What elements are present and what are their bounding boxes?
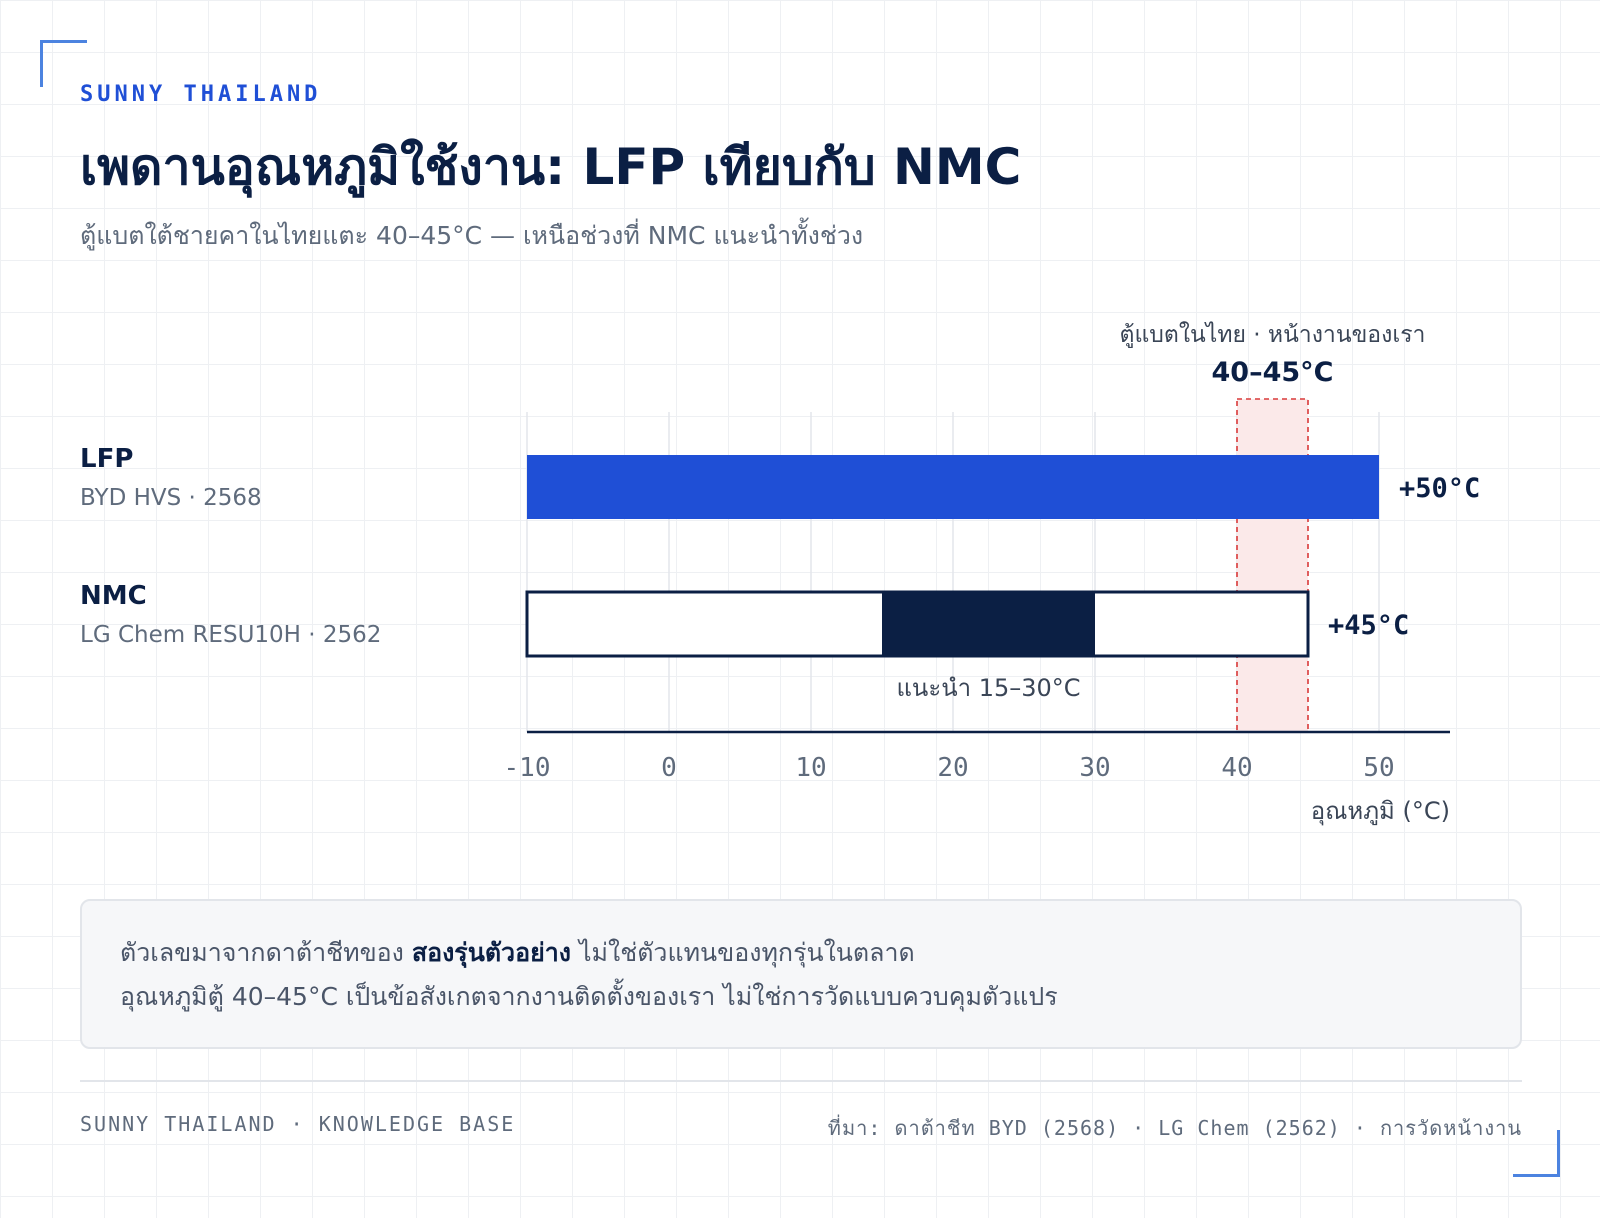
bar-end-label: +50°C (1399, 473, 1480, 504)
corner-accent-top-left (40, 40, 87, 87)
x-tick-label: 10 (795, 753, 826, 783)
note-text: ไม่ใช่ตัวแทนของทุกรุ่นในตลาด (571, 938, 915, 967)
x-tick-label: 50 (1363, 753, 1394, 783)
x-tick-label: -10 (504, 753, 551, 783)
x-axis-title: อุณหภูมิ (°C) (1311, 797, 1450, 826)
note-text: ตัวเลขมาจากดาต้าชีทของ (120, 938, 412, 967)
highlight-band-caption: ตู้แบตในไทย · หน้างานของเรา (1120, 321, 1426, 348)
note-emphasis: สองรุ่นตัวอย่าง (411, 938, 572, 967)
x-tick-label: 0 (661, 753, 677, 783)
series-label: LFP (80, 444, 133, 474)
series-sublabel: LG Chem RESU10H · 2562 (80, 622, 381, 648)
series-label: NMC (80, 581, 147, 611)
x-tick-label: 40 (1221, 753, 1252, 783)
corner-accent-bottom-right (1513, 1130, 1560, 1177)
note-line-2: อุณหภูมิตู้ 40–45°C เป็นข้อสังเกตจากงานต… (120, 982, 1058, 1011)
highlight-band-value: 40–45°C (1212, 357, 1334, 388)
recommended-range-label: แนะนำ 15–30°C (896, 674, 1080, 702)
x-tick-label: 20 (937, 753, 968, 783)
page-subtitle: ตู้แบตใต้ชายคาในไทยแตะ 40–45°C — เหนือช่… (80, 221, 864, 250)
bar-lfp (527, 455, 1379, 519)
disclaimer-note: ตัวเลขมาจากดาต้าชีทของ สองรุ่นตัวอย่าง ไ… (80, 899, 1522, 1049)
footer-divider (80, 1080, 1522, 1082)
note-line-1: ตัวเลขมาจากดาต้าชีทของ สองรุ่นตัวอย่าง ไ… (120, 931, 1482, 975)
footer-brand: SUNNY THAILAND · KNOWLEDGE BASE (80, 1112, 516, 1136)
x-tick-label: 30 (1079, 753, 1110, 783)
brand-label: SUNNY THAILAND (80, 82, 322, 107)
footer-source: ที่มา: ดาต้าชีท BYD (2568) · LG Chem (25… (827, 1116, 1522, 1140)
series-sublabel: BYD HVS · 2568 (80, 485, 262, 511)
bar-recommended-range (882, 592, 1095, 656)
bar-end-label: +45°C (1328, 610, 1409, 641)
temperature-range-chart: -10 0 10 20 30 40 50 อุณหภูมิ (°C) ตู้แบตในไทย … (80, 321, 1480, 826)
page-title: เพดานอุณหภูมิใช้งาน: LFP เทียบกับ NMC (80, 138, 1022, 196)
highlight-band (1236, 398, 1309, 733)
